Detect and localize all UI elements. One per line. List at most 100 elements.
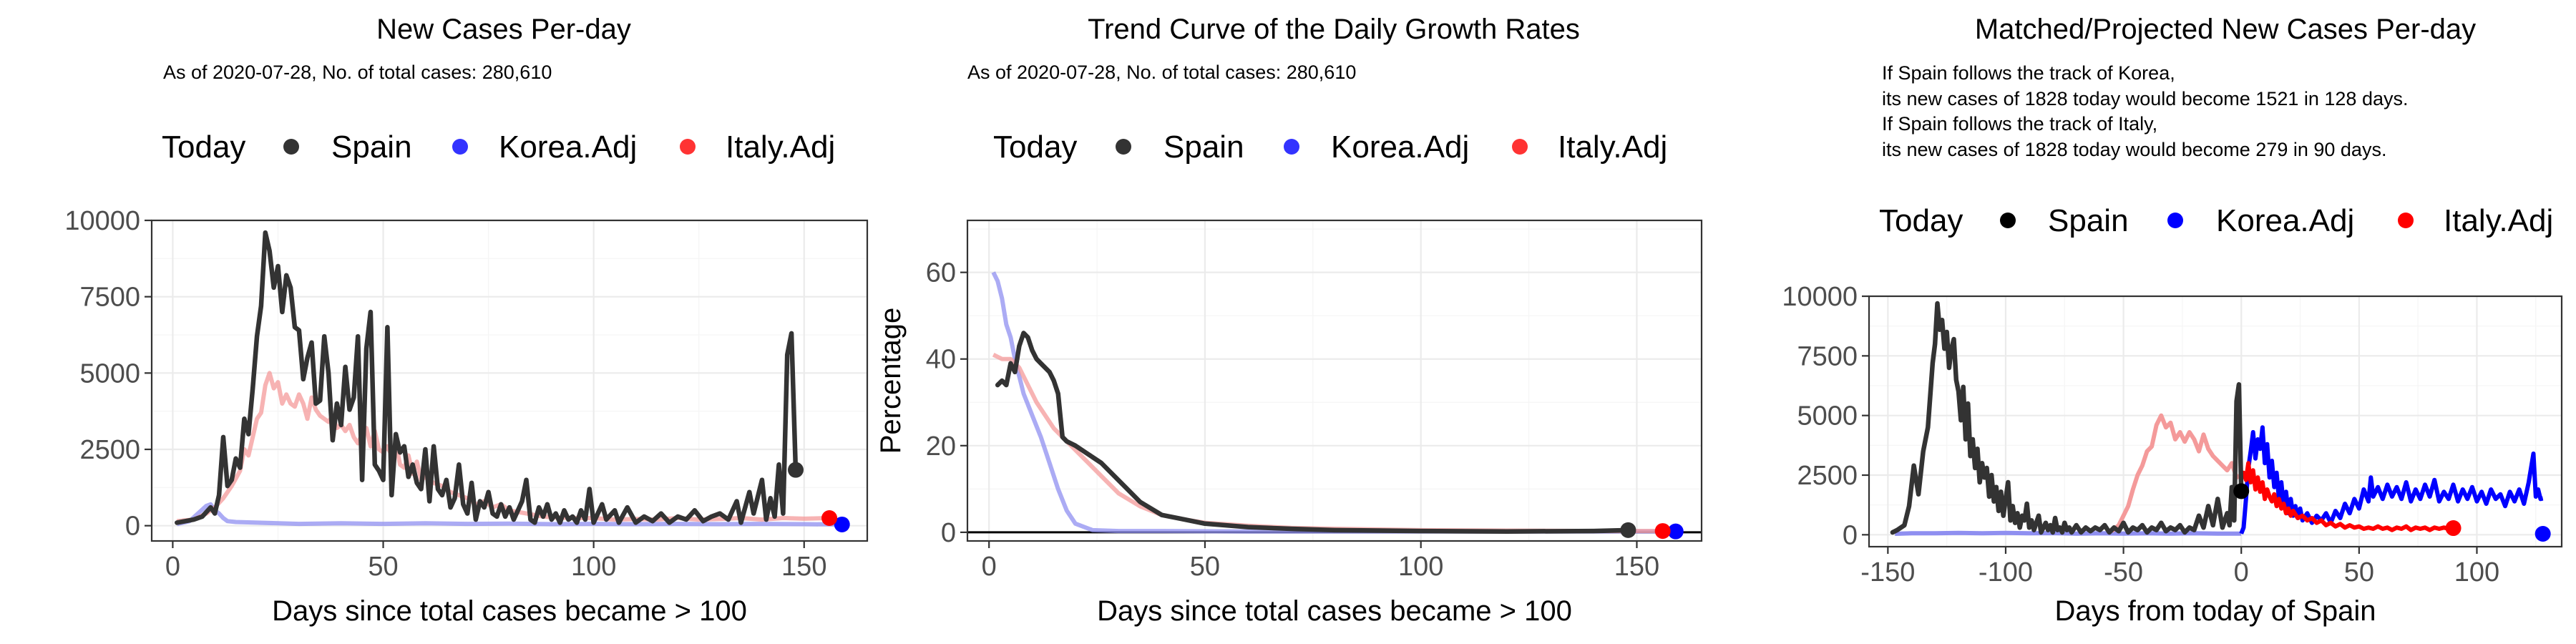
y-tick-label: 40 <box>926 345 956 375</box>
x-tick-label: 150 <box>1614 552 1659 582</box>
x-tick-label: 100 <box>1398 552 1443 582</box>
legend: Today Spain Korea.Adj Italy.Adj <box>1879 203 2553 238</box>
projection-annotation: If Spain follows the track of Korea, its… <box>1882 62 2408 160</box>
legend-key-italy <box>680 139 696 155</box>
today-point-spain <box>788 462 804 478</box>
series-line-spain <box>1890 301 2244 535</box>
today-point-spain <box>1620 522 1636 538</box>
legend-key-italy <box>1512 139 1528 155</box>
legend-key-spain <box>283 139 299 155</box>
legend-label-korea: Korea.Adj <box>499 130 637 165</box>
x-axis-label: Days since total cases became > 100 <box>1097 595 1572 627</box>
plot-panel-border <box>966 219 1703 542</box>
series-line-korea-adj <box>176 502 842 527</box>
y-tick-label: 2500 <box>1797 461 1858 491</box>
series-line-korea-adj-matched <box>1895 530 2242 536</box>
y-tick-label: 5000 <box>1797 401 1858 431</box>
series-line-spain <box>995 331 1631 534</box>
y-tick-label: 0 <box>941 518 956 548</box>
annotation-line: If Spain follows the track of Italy, <box>1882 113 2157 135</box>
chart-panel-new-cases: New Cases Per-day As of 2020-07-28, No. … <box>64 14 869 627</box>
y-tick-label: 10000 <box>64 206 140 236</box>
x-tick-label: 50 <box>2344 557 2374 587</box>
chart-title: New Cases Per-day <box>376 14 631 45</box>
legend-key-korea <box>2167 213 2183 228</box>
y-axis-label: Percentage <box>875 308 907 454</box>
legend-label-italy: Italy.Adj <box>726 130 835 165</box>
plot-series <box>967 271 1702 534</box>
legend-label-spain: Spain <box>1163 130 1244 165</box>
y-tick-label: 2500 <box>79 435 140 465</box>
y-tick-label: 7500 <box>79 283 140 313</box>
y-tick-label: 0 <box>1843 520 1858 550</box>
today-point-korea-adj <box>2534 526 2551 542</box>
series-line-italy-adj-matched <box>2110 413 2243 533</box>
legend-title: Today <box>993 130 1077 165</box>
today-point-korea-adj <box>834 516 850 532</box>
legend-label-spain: Spain <box>331 130 412 165</box>
today-point-spain <box>2233 483 2250 499</box>
x-tick-label: -100 <box>1979 557 2033 587</box>
plot-panel-border <box>150 219 869 542</box>
x-tick-label: 150 <box>781 552 826 582</box>
annotation-line: its new cases of 1828 today would become… <box>1882 139 2386 160</box>
x-axis-label: Days since total cases became > 100 <box>272 595 747 627</box>
chart-subtitle: As of 2020-07-28, No. of total cases: 28… <box>967 62 1356 83</box>
annotation-line: its new cases of 1828 today would become… <box>1882 88 2408 109</box>
legend-label-italy: Italy.Adj <box>2444 203 2553 238</box>
chart-subtitle: As of 2020-07-28, No. of total cases: 28… <box>163 62 552 83</box>
legend-key-spain <box>2000 213 2016 228</box>
legend-key-spain <box>1116 139 1131 155</box>
chart-title: Trend Curve of the Daily Growth Rates <box>1088 14 1580 45</box>
series-line-italy-adj-projected <box>2240 461 2454 532</box>
plot-grid <box>967 220 1702 541</box>
today-point-italy-adj <box>1654 523 1671 540</box>
legend-title: Today <box>162 130 245 165</box>
chart-title: Matched/Projected New Cases Per-day <box>1975 14 2476 45</box>
series-line-spain <box>175 230 799 525</box>
axis-ticks: 0 50 100 150 0 20 40 60 <box>926 258 1659 582</box>
legend-label-korea: Korea.Adj <box>1331 130 1469 165</box>
legend: Today Spain Korea.Adj Italy.Adj <box>993 130 1667 165</box>
today-points <box>788 462 850 532</box>
x-tick-label: 50 <box>368 552 398 582</box>
today-point-korea-adj <box>1667 523 1684 540</box>
legend-title: Today <box>1879 203 1963 238</box>
axis-ticks: 0 50 100 150 0 2500 5000 7500 10000 <box>64 206 826 582</box>
y-tick-label: 20 <box>926 431 956 462</box>
x-tick-label: 100 <box>2454 557 2499 587</box>
x-tick-label: -50 <box>2104 557 2143 587</box>
plot-panel-border <box>1868 295 2563 548</box>
today-point-italy-adj <box>821 510 838 526</box>
x-axis-label: Days from today of Spain <box>2054 595 2376 627</box>
plot-background <box>967 220 1702 541</box>
chart-panel-growth-rates: Trend Curve of the Daily Growth Rates As… <box>875 14 1703 627</box>
today-points <box>1620 522 1684 540</box>
y-tick-label: 7500 <box>1797 341 1858 371</box>
legend-key-korea <box>452 139 468 155</box>
plot-series <box>175 230 842 527</box>
series-line-korea-adj-projected <box>2239 425 2544 535</box>
legend-key-korea <box>1284 139 1299 155</box>
x-tick-label: 0 <box>2234 557 2249 587</box>
today-point-italy-adj <box>2445 520 2462 537</box>
today-points <box>2233 483 2551 542</box>
legend: Today Spain Korea.Adj Italy.Adj <box>162 130 835 165</box>
chart-panel-projected: Matched/Projected New Cases Per-day If S… <box>1782 14 2563 627</box>
axis-ticks: -150 -100 -50 0 50 100 0 2500 5000 7500 10000 <box>1782 282 2499 587</box>
legend-label-italy: Italy.Adj <box>1558 130 1667 165</box>
plot-series <box>1890 301 2544 536</box>
y-tick-label: 5000 <box>79 358 140 389</box>
x-tick-label: -150 <box>1860 557 1915 587</box>
annotation-line: If Spain follows the track of Korea, <box>1882 62 2175 84</box>
x-tick-label: 0 <box>982 552 997 582</box>
legend-label-korea: Korea.Adj <box>2216 203 2354 238</box>
y-tick-label: 10000 <box>1782 282 1858 312</box>
legend-key-italy <box>2398 213 2414 228</box>
y-tick-label: 0 <box>125 512 140 542</box>
x-tick-label: 100 <box>571 552 616 582</box>
x-tick-label: 0 <box>165 552 180 582</box>
x-tick-label: 50 <box>1190 552 1220 582</box>
legend-label-spain: Spain <box>2048 203 2129 238</box>
